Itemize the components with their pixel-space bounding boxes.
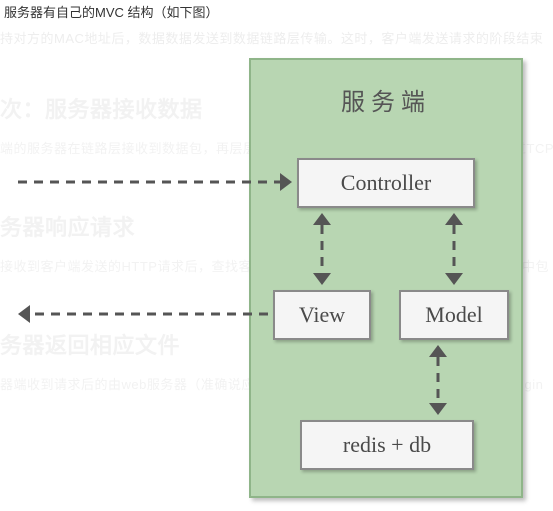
node-label: Model [425,302,482,328]
node-model: Model [399,290,509,340]
caption: 服务器有自己的MVC 结构（如下图） [4,2,219,21]
page-root: 服务器有自己的MVC 结构（如下图） 持对方的MAC地址后，数据数据发送到数据链… [0,0,553,511]
node-label: View [299,302,345,328]
node-view: View [273,290,371,340]
ghost-line: 持对方的MAC地址后，数据数据发送到数据链路层传输。这时，客户端发送请求的阶段结… [0,28,553,47]
node-label: Controller [341,170,431,196]
node-label: redis + db [343,432,431,458]
node-redis-db: redis + db [300,420,474,470]
server-panel-title: 服务端 [251,82,521,117]
node-controller: Controller [297,158,475,208]
